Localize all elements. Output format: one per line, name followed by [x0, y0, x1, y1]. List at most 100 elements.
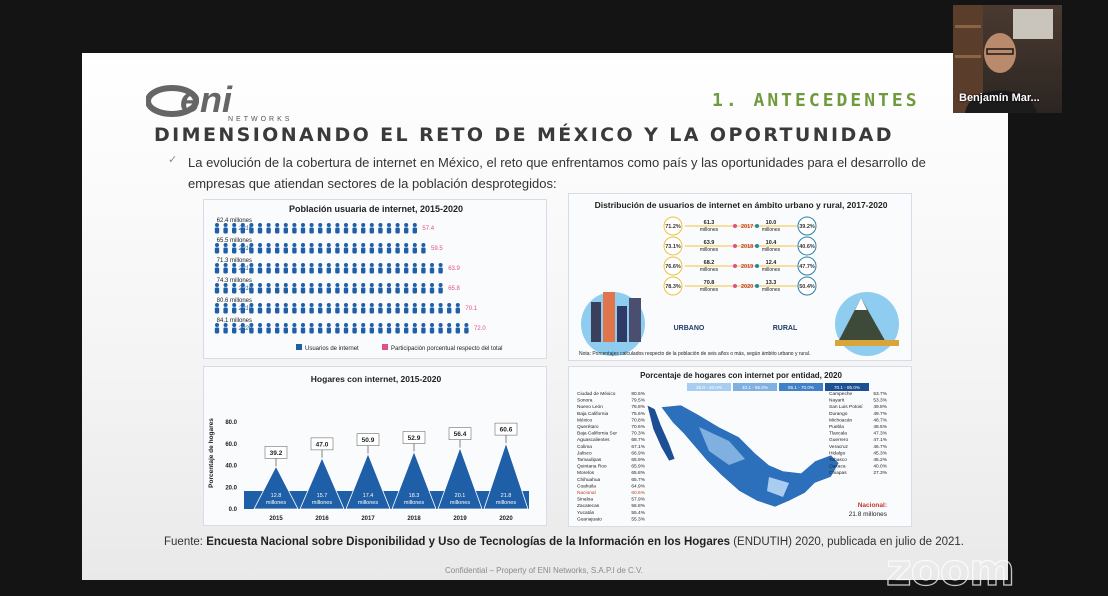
person-icon — [215, 223, 219, 227]
bookshelf-row — [955, 55, 981, 58]
person-icon — [215, 283, 219, 287]
person-icon — [395, 323, 400, 327]
person-icon-body — [352, 227, 357, 234]
users-label: 71.3 millones — [217, 258, 252, 264]
legend-swatch-pct — [382, 344, 388, 350]
person-icon-body — [300, 327, 306, 334]
y-tick-label: 40.0 — [225, 464, 237, 470]
person-icon-body — [214, 287, 220, 294]
building — [617, 306, 627, 342]
person-icon-body — [429, 267, 435, 274]
households-value: 12.8 — [271, 493, 282, 499]
mountain-snow — [855, 298, 867, 310]
person-icon-body — [352, 267, 357, 274]
person-icon — [438, 263, 443, 267]
person-icon — [344, 303, 348, 307]
person-icon-body — [412, 267, 417, 274]
state-name: Durango — [829, 411, 848, 417]
person-icon — [455, 323, 460, 327]
pct-label: 63.9 — [448, 266, 460, 272]
year-dot — [733, 224, 737, 228]
national-value: 21.8 millones — [849, 511, 888, 518]
person-icon-body — [318, 267, 323, 274]
rural-pct-bubble — [797, 256, 817, 276]
person-icon-body — [283, 227, 288, 234]
person-icon-body — [412, 247, 417, 254]
person-icon — [412, 223, 417, 227]
person-icon — [223, 223, 228, 227]
x-tick-label: 2015 — [269, 516, 283, 522]
state-value: 70.8% — [631, 417, 645, 423]
person-icon — [352, 323, 357, 327]
person-icon-body — [214, 247, 220, 254]
state-value: 47.3% — [873, 431, 887, 437]
household-peak — [345, 452, 391, 510]
users-label: 74.3 millones — [217, 278, 252, 284]
person-icon-body — [318, 327, 323, 334]
state-value: 49.8% — [873, 404, 887, 410]
person-icon — [464, 323, 469, 327]
person-icon — [369, 303, 374, 307]
urban-pct-bubble — [663, 236, 683, 256]
person-icon — [395, 263, 400, 267]
chart-users-svg: Población usuaria de internet, 2015-2020… — [214, 204, 502, 352]
person-icon — [361, 283, 366, 287]
person-icon — [412, 283, 417, 287]
person-icon — [404, 243, 409, 247]
y-tick-label: 0.0 — [229, 507, 238, 513]
person-icon-body — [447, 307, 452, 314]
pct-label: 57.4 — [422, 226, 434, 232]
city-illustration — [581, 292, 645, 356]
state-name: México — [577, 417, 593, 423]
unit-label: millones — [700, 247, 719, 253]
person-icon — [344, 243, 348, 247]
rural-value: 10.4 — [766, 240, 778, 246]
logo-subtext: NETWORKS — [228, 116, 293, 123]
legend-swatch — [733, 383, 777, 391]
label-urbano: URBANO — [674, 325, 705, 332]
state-value: 66.9% — [631, 450, 645, 456]
person-icon-body — [326, 287, 331, 294]
person-icon-body — [343, 227, 349, 234]
chart-panel-households: Hogares con internet, 2015-2020 Porcenta… — [203, 366, 547, 526]
person-icon-body — [257, 247, 263, 254]
person-icon-body — [335, 227, 340, 234]
main-title: DIMENSIONANDO EL RETO DE MÉXICO Y LA OPO… — [154, 124, 894, 146]
person-icon-body — [232, 267, 237, 274]
unit-label: millones — [700, 227, 719, 233]
person-icon — [378, 303, 383, 307]
state-name: Campeche — [829, 391, 853, 397]
person-icon — [258, 243, 262, 247]
person-icon — [369, 263, 374, 267]
person-icon-body — [232, 327, 237, 334]
rural-pct-bubble — [797, 216, 817, 236]
urban-pct-label: 76.6% — [665, 264, 681, 270]
state-value: 53.7% — [873, 391, 887, 397]
state-name: Oaxaca — [829, 464, 846, 470]
legend-label: Participación porcentual respecto del to… — [391, 346, 502, 352]
person-icon-body — [240, 287, 245, 294]
state-name: Jalisco — [577, 450, 592, 456]
person-icon — [232, 243, 237, 247]
household-peak — [391, 450, 437, 510]
chart-title: Porcentaje de hogares con internet por e… — [640, 371, 842, 380]
person-icon — [266, 223, 271, 227]
presenter-video-tile[interactable] — [953, 5, 1062, 113]
year-dot — [755, 284, 759, 288]
person-icon — [292, 323, 297, 327]
person-icon-body — [223, 267, 228, 274]
presenter-avatar — [953, 5, 1053, 113]
building — [603, 292, 615, 342]
state-value: 68.7% — [631, 437, 645, 443]
person-icon-body — [404, 327, 409, 334]
urban-value: 68.2 — [704, 260, 715, 266]
person-icon-body — [300, 307, 306, 314]
x-tick-label: 2020 — [499, 516, 513, 522]
legend-label: 40.1 - 55.0% — [742, 385, 768, 390]
logo-swoosh — [146, 85, 199, 117]
person-icon-body — [361, 327, 366, 334]
person-icon-body — [404, 287, 409, 294]
person-icon-body — [447, 327, 452, 334]
person-icon — [335, 283, 340, 287]
state-name: Tlaxcala — [829, 431, 847, 437]
